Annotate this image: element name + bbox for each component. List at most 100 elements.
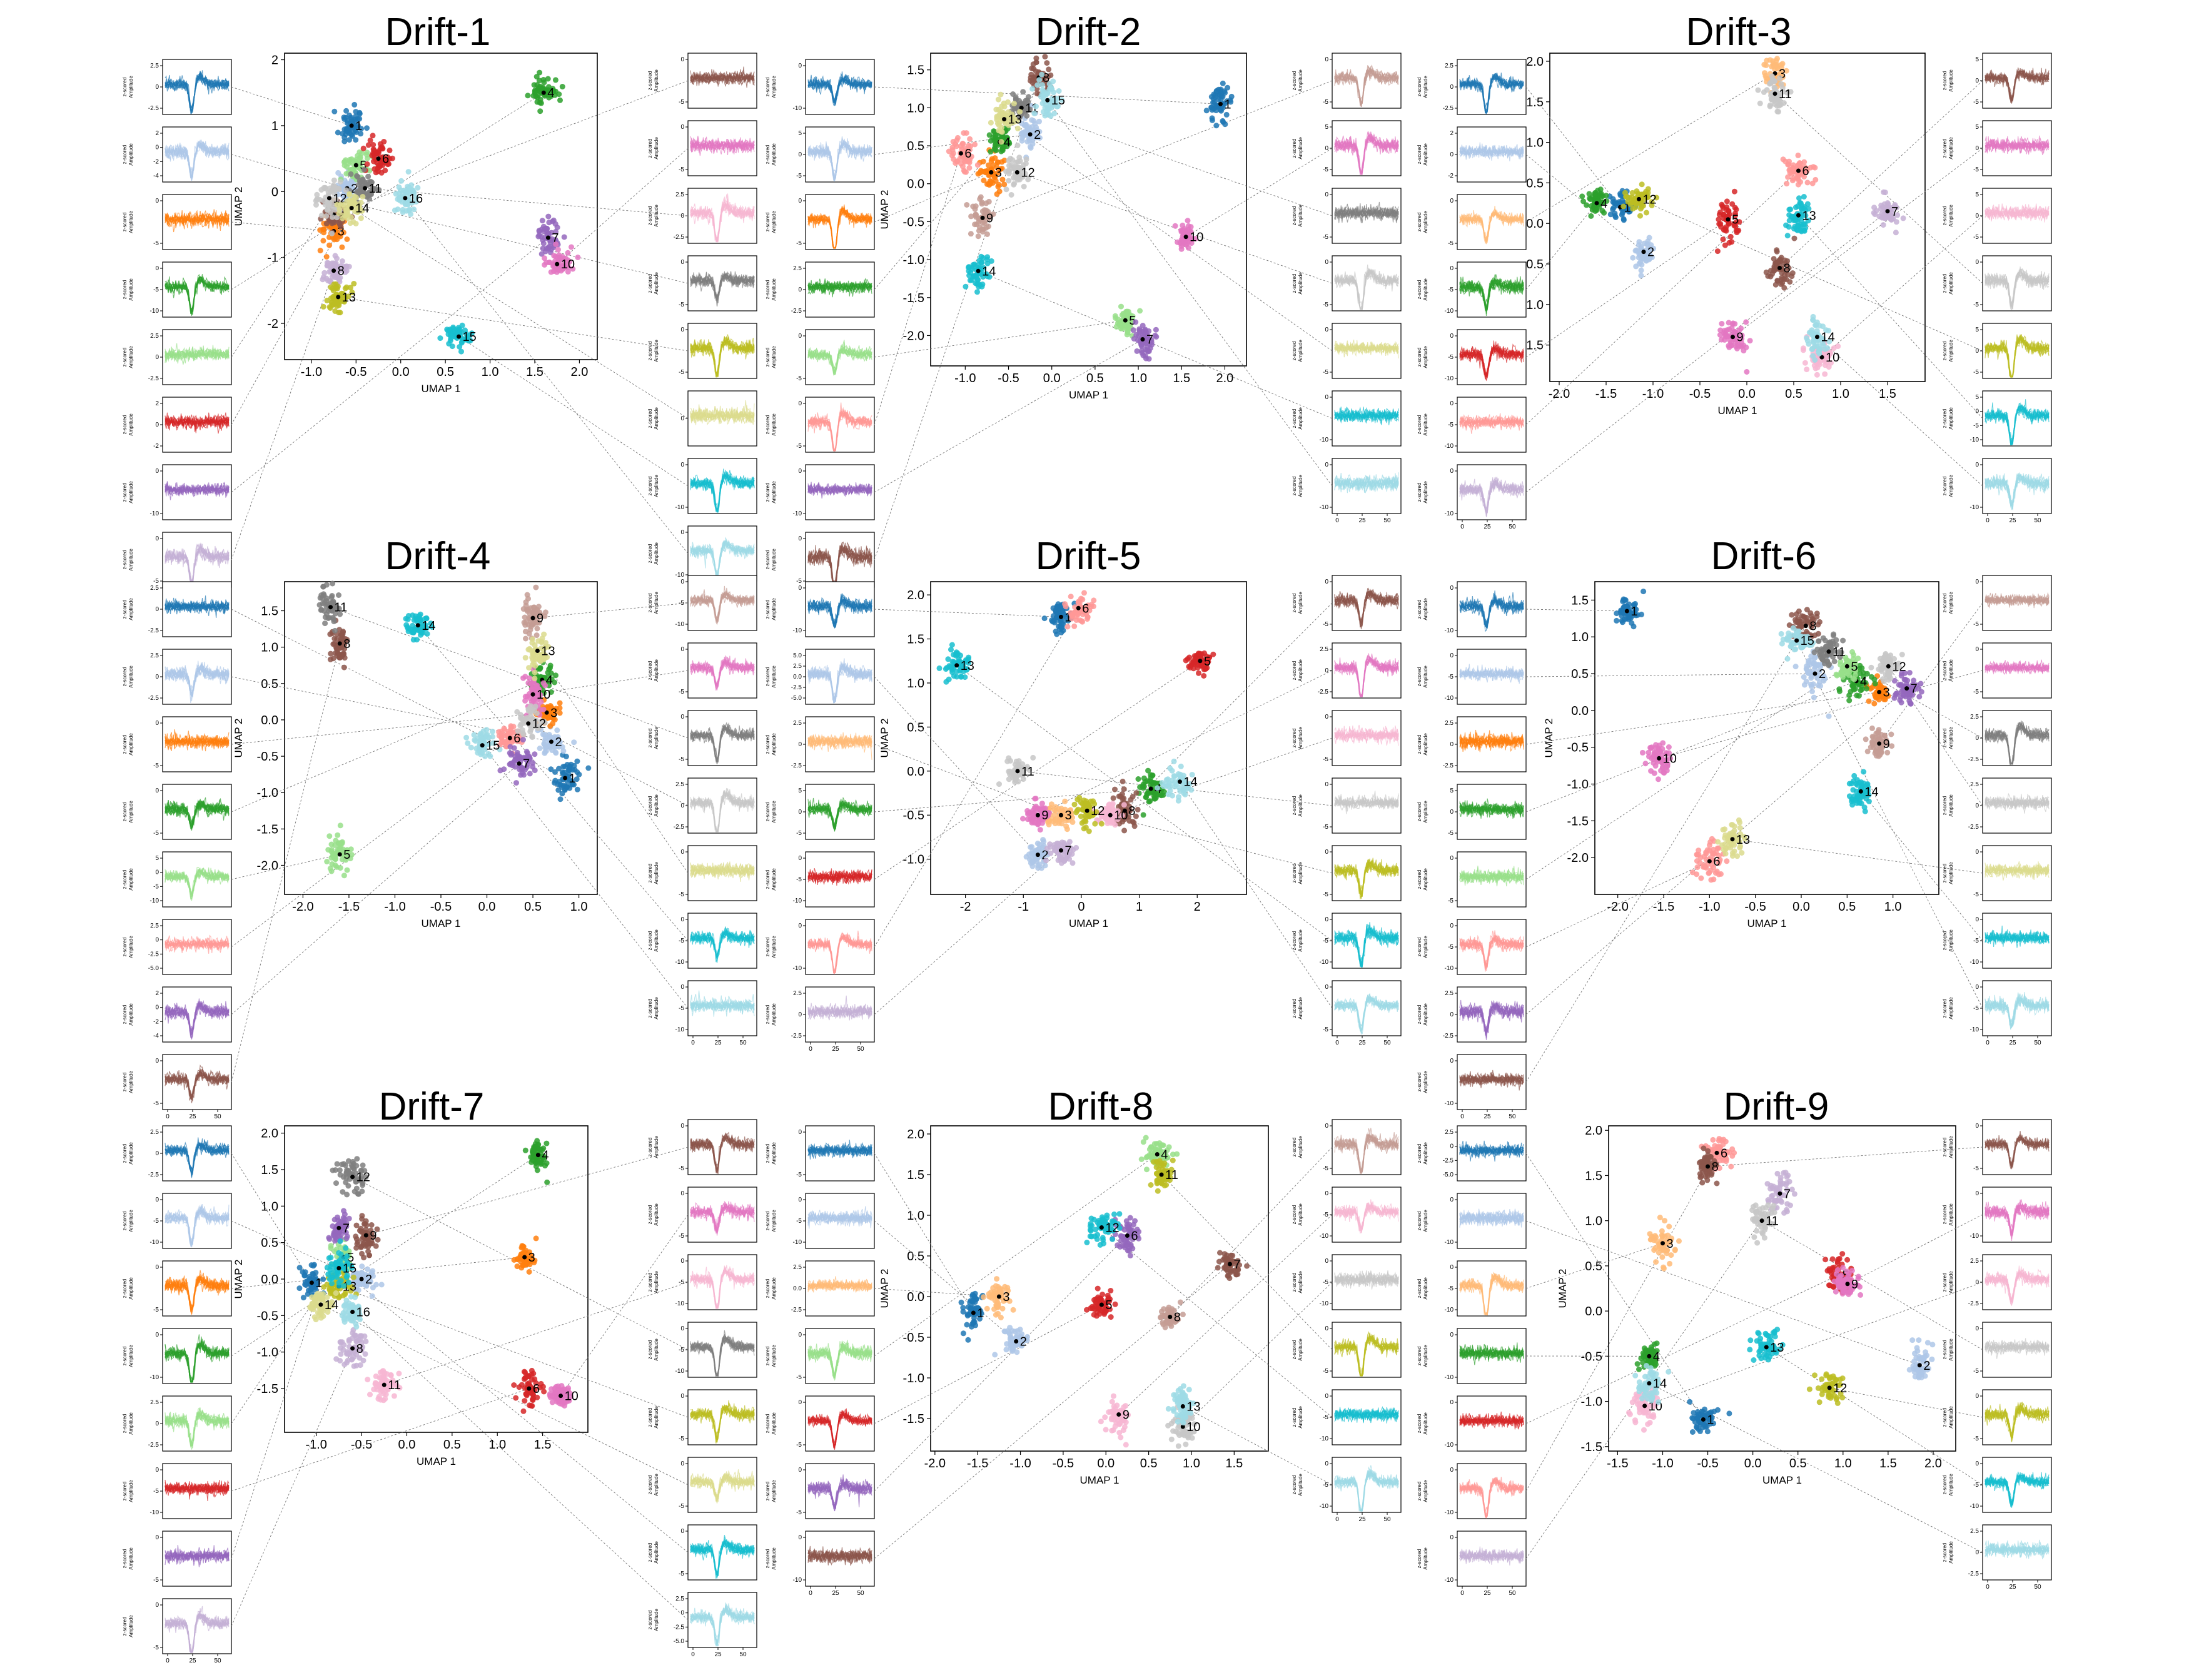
x-axis-label: UMAP 1 [1718,405,1757,417]
scatter-point [331,178,337,183]
inset-ytick-label: 0 [680,124,684,131]
scatter-point [365,161,370,167]
scatter-point [1811,314,1816,320]
scatter-point [525,751,530,756]
inset-ylabel: z-scored [647,409,653,428]
scatter-point [1645,238,1651,244]
scatter-point [534,682,540,688]
inset-ytick-label: 0 [155,354,159,361]
scatter-point [361,167,367,173]
y-tick-label: -1.5 [903,291,924,305]
inset-ylabel: Amplitude [654,137,659,159]
scatter-point [968,231,974,236]
cluster-label: 7 [523,757,530,771]
y-tick-label: -1 [267,251,278,265]
chart-panel-3: Drift-3-2.0-1.5-1.0-0.50.00.51.01.5-1.5-… [1417,11,2051,530]
scatter-point [532,82,537,88]
inset-ytick-label: 0 [798,198,802,205]
scatter-point [967,136,973,142]
scatter-point [1885,200,1891,206]
x-tick-label: -1.5 [1595,387,1617,401]
inset-ylabel: Amplitude [1948,205,1954,227]
inset-ytick-label: 5 [1975,124,1979,131]
scatter-point [348,132,354,138]
inset-ylabel: z-scored [122,735,128,754]
cluster-label: 7 [1146,333,1153,347]
scatter-point [571,739,577,745]
cluster-label: 6 [964,147,971,161]
scatter-point [1772,63,1778,68]
scatter-point [1806,342,1811,347]
cluster-center-marker [1028,132,1033,136]
scatter-point [344,236,350,242]
scatter-point [554,727,560,733]
scatter-point [991,138,997,143]
inset-ytick-label: -5 [153,578,159,585]
scatter-point [543,246,549,251]
scatter-point [542,255,547,261]
cluster-center-marker [331,268,336,273]
x-tick-label: -0.5 [345,365,367,379]
inset-ylabel: Amplitude [1948,475,1954,497]
scatter-point [557,701,563,706]
scatter-point [989,258,994,264]
scatter-point [403,189,409,195]
scatter-point [1131,327,1136,333]
scatter-point [973,206,978,212]
scatter-point [552,780,557,786]
scatter-point [1796,195,1802,201]
scatter-point [398,178,404,184]
scatter-point [1810,353,1816,359]
scatter-point [1637,261,1642,266]
inset-ytick-label: -2 [153,1018,159,1025]
inset-ylabel: Amplitude [1948,137,1954,159]
scatter-point [1871,210,1877,216]
cluster-label: 7 [1891,205,1898,219]
cluster-center-marker [549,739,554,744]
inset-ytick-label: -5 [1323,234,1328,241]
inset-ytick-label: -5 [153,762,159,769]
scatter-point [534,632,540,638]
scatter-point [1801,345,1806,351]
scatter-point [523,655,528,660]
inset-ytick-label: 0 [155,535,159,542]
scatter-point [329,231,335,236]
inset-ytick-label: -5 [153,1100,159,1107]
scatter-point [345,868,350,873]
scatter-point [560,84,565,89]
scatter-point [408,182,414,188]
inset-ytick-label: -4 [153,1033,159,1040]
inset-ytick-label: 0 [155,869,159,876]
scatter-point [555,225,560,230]
connector-line [231,271,334,560]
scatter-point [1006,178,1011,184]
scatter-point [1785,233,1791,238]
scatter-point [1717,210,1723,215]
scatter-point [346,191,352,197]
scatter-point [1809,346,1815,352]
inset-ylabel: Amplitude [128,76,134,98]
inset-ylabel: Amplitude [128,598,134,620]
x-tick-label: -1.0 [1642,387,1664,401]
cluster-center-marker [1595,201,1599,205]
scatter-point [538,100,544,106]
scatter-point [1598,186,1604,192]
scatter-point [335,170,341,176]
scatter-point [1768,80,1774,86]
scatter-point [1213,94,1218,100]
inset-ytick-label: -5 [796,578,802,585]
scatter-point [532,676,537,681]
inset-ytick-label: 0 [1450,400,1453,407]
cluster-label: 11 [335,601,348,615]
scatter-point [1768,274,1774,280]
scatter-point [988,120,994,126]
